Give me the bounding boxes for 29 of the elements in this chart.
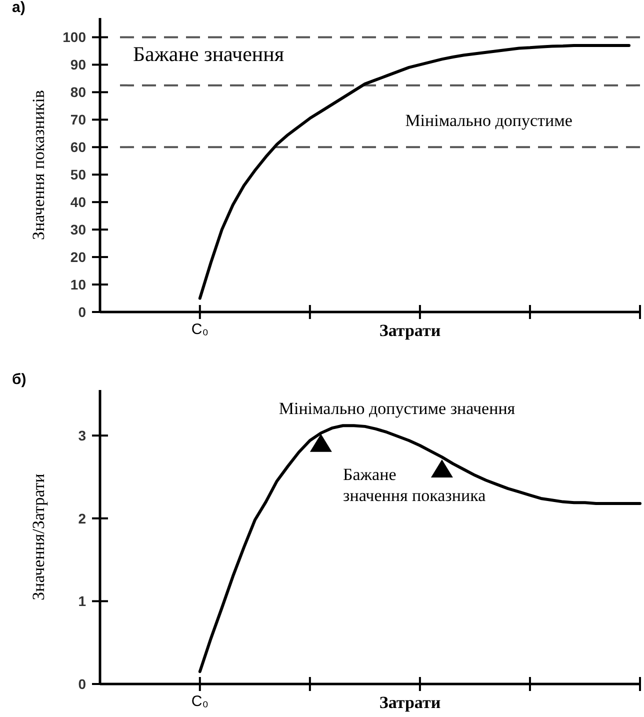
y-tick-label: 50 — [70, 166, 86, 183]
y-tick-label: 20 — [70, 248, 86, 265]
x-tick-label: C₀ — [191, 321, 208, 338]
y-tick-label: 80 — [70, 84, 86, 100]
y-tick-label: 3 — [78, 427, 86, 444]
y-tick-label: 0 — [78, 304, 86, 320]
y-tick-label: 60 — [70, 139, 86, 156]
y-tick-label: 70 — [70, 112, 86, 128]
y-tick-label: 30 — [70, 221, 86, 238]
y-axis-title: Значення показників — [29, 90, 48, 240]
y-tick-label: 0 — [78, 676, 86, 692]
y-tick-label: 100 — [62, 29, 86, 46]
line-series — [198, 44, 630, 300]
x-tick-label: C₀ — [191, 693, 208, 710]
y-tick-label: 40 — [70, 194, 86, 210]
y-tick-label: 1 — [78, 593, 86, 610]
x-axis-title: Затрати — [379, 693, 441, 712]
y-tick-label: 10 — [70, 276, 86, 292]
ref-line-label: Бажане значення — [133, 42, 284, 66]
annotation: Мінімально допустиме — [405, 111, 572, 130]
annotation: Мінімально допустиме значення — [278, 399, 516, 418]
annotation: Бажане значення показника — [343, 465, 486, 505]
x-axis-title: Затрати — [379, 321, 441, 340]
y-axis-title: Значення/Затрати — [29, 474, 48, 600]
text: а) — [12, 0, 26, 16]
line-series — [198, 424, 642, 674]
y-tick-label: 2 — [78, 510, 86, 526]
y-tick-label: 90 — [70, 56, 86, 73]
text: б) — [12, 371, 26, 388]
